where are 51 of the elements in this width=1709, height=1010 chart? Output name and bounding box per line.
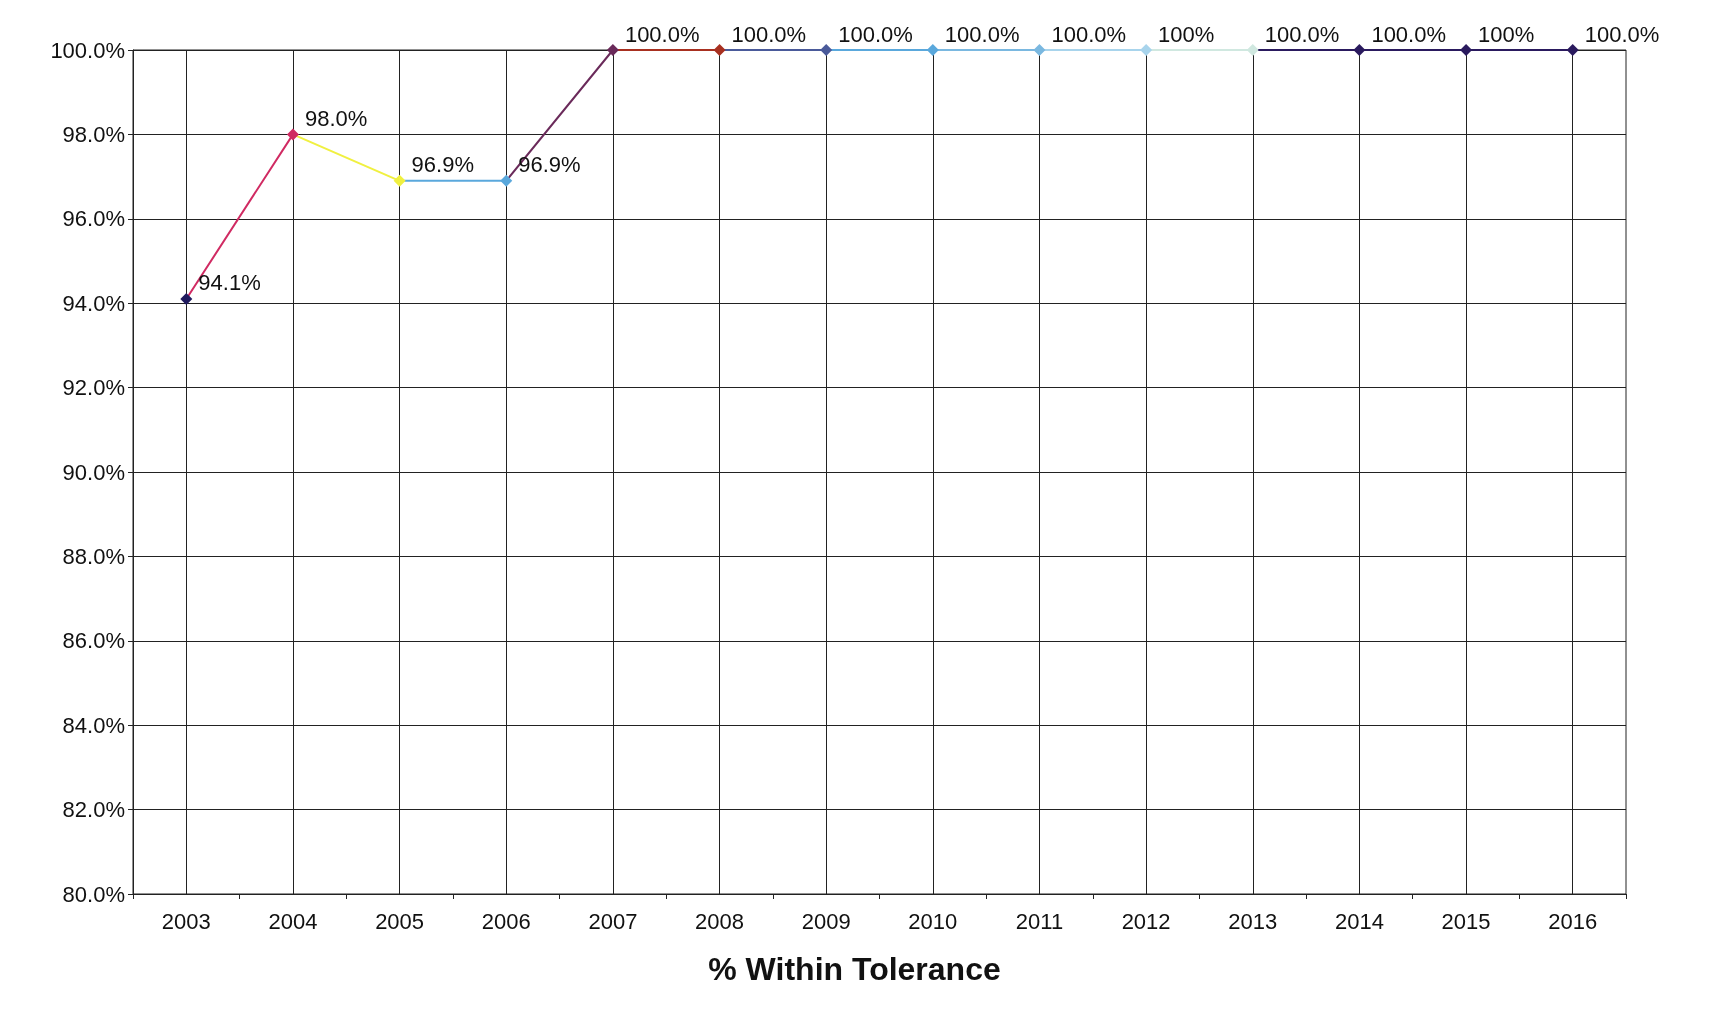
point [1566, 44, 1579, 56]
point [393, 174, 406, 187]
point [606, 44, 619, 56]
point [500, 174, 513, 187]
data-label: 100.0% [944, 21, 1020, 47]
data-label: 96.9% [518, 152, 581, 178]
data-label: 100.0% [1371, 21, 1447, 47]
data-label: 100.0% [731, 21, 807, 47]
data-label: 100.0% [1051, 21, 1127, 47]
point [1140, 44, 1153, 56]
data-label: 100.0% [1264, 21, 1340, 47]
data-label: 100.0% [1584, 21, 1660, 47]
point [820, 44, 833, 56]
y-tick-label: 80.0% [62, 881, 125, 907]
y-tick-label: 92.0% [62, 375, 125, 401]
x-tick-label: 2010 [908, 908, 958, 934]
y-tick-label: 98.0% [62, 121, 125, 147]
data-label: 100% [1478, 21, 1535, 47]
y-tick-label: 96.0% [62, 206, 125, 232]
point [180, 292, 193, 305]
x-tick-label: 2013 [1228, 908, 1278, 934]
point [286, 128, 299, 141]
y-tick-label: 86.0% [62, 628, 125, 654]
point [713, 44, 726, 56]
point [1353, 44, 1366, 56]
data-label: 96.9% [411, 152, 474, 178]
y-tick-label: 100.0% [50, 37, 125, 63]
x-tick-label: 2004 [268, 908, 318, 934]
x-tick-label: 2007 [588, 908, 638, 934]
x-tick-label: 2015 [1441, 908, 1491, 934]
x-tick-label: 2011 [1015, 908, 1064, 934]
x-tick-label: 2003 [161, 908, 211, 934]
y-tick-label: 94.0% [62, 290, 125, 316]
y-tick-label: 90.0% [62, 459, 125, 485]
x-tick-label: 2014 [1334, 908, 1384, 934]
data-label: 100.0% [838, 21, 913, 47]
data-label: 100.0% [624, 21, 700, 47]
x-tick-label: 2005 [375, 908, 425, 934]
y-tick-label: 84.0% [62, 712, 125, 738]
x-tick-label: 2012 [1121, 908, 1171, 934]
x-tick-label: 2008 [695, 908, 745, 934]
text: % Within Tolerance [708, 951, 1001, 987]
x-tick-label: 2006 [481, 908, 531, 934]
point [1033, 44, 1046, 56]
x-tick-label: 2009 [801, 908, 851, 934]
data-label: 98.0% [304, 105, 368, 131]
y-tick-label: 82.0% [62, 797, 125, 823]
x-tick-label: 2016 [1548, 908, 1598, 934]
data-label: 94.1% [198, 270, 261, 296]
data-label: 100% [1158, 21, 1215, 47]
y-tick-label: 88.0% [62, 543, 125, 569]
